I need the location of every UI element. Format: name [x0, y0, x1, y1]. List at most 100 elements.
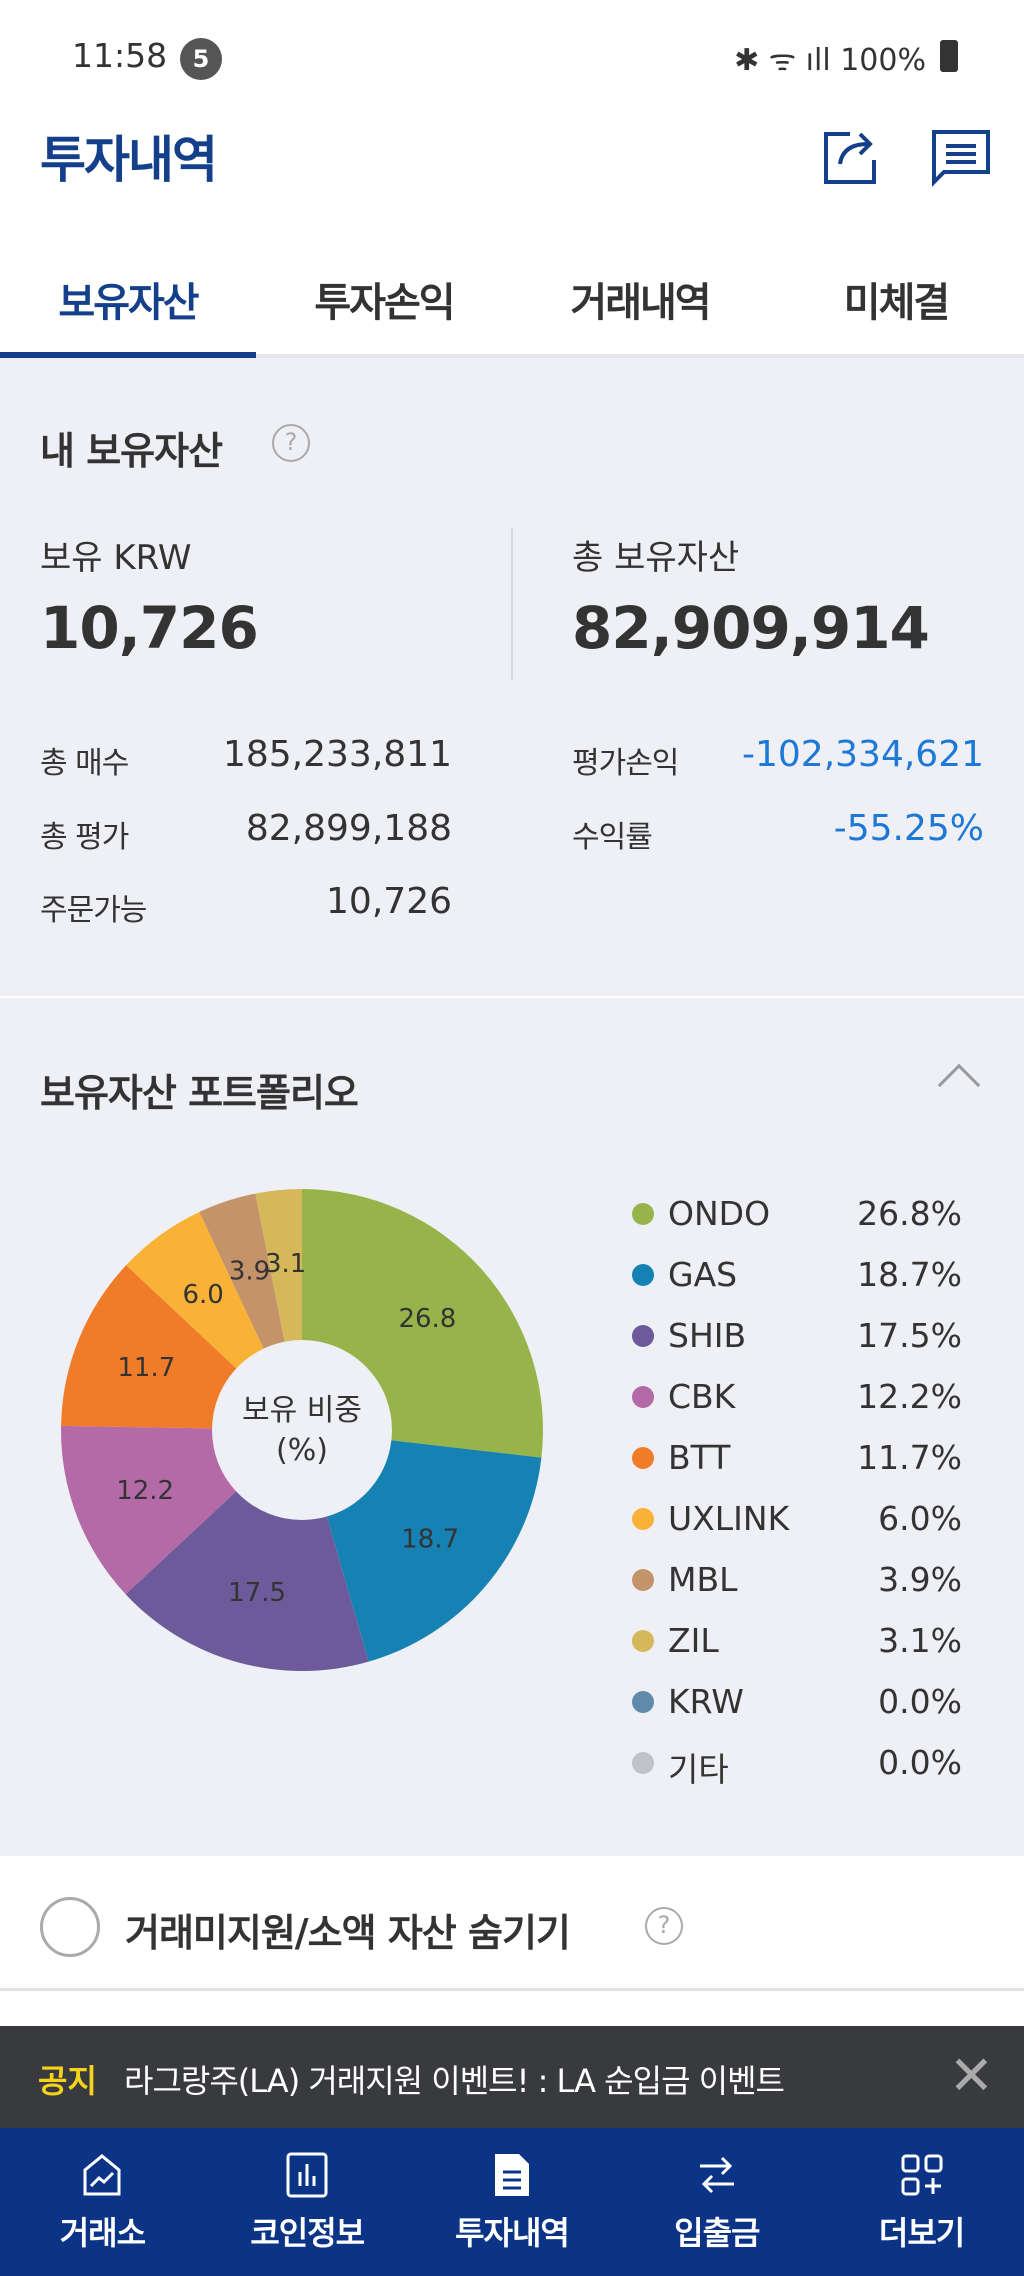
- legend-item: GAS 18.7%: [632, 1251, 962, 1301]
- status-icons: ✱ ᯤ ıll 100%: [734, 38, 926, 79]
- slice-label: 11.7: [117, 1353, 175, 1383]
- slice-label: 26.8: [398, 1304, 456, 1334]
- notice-banner[interactable]: 공지 라그랑주(LA) 거래지원 이벤트! : LA 순입금 이벤트 ✕: [0, 2026, 1024, 2128]
- legend-dot-icon: [632, 1386, 654, 1408]
- nav-label: 투자내역: [455, 2214, 570, 2252]
- notice-text[interactable]: 라그랑주(LA) 거래지원 이벤트! : LA 순입금 이벤트: [124, 2062, 785, 2100]
- legend-dot-icon: [632, 1447, 654, 1469]
- total-eval-label: 총 평가: [40, 820, 129, 855]
- legend-dot-icon: [632, 1691, 654, 1713]
- krw-value: 10,726: [40, 594, 259, 662]
- notice-tag: 공지: [38, 2062, 97, 2100]
- center-label-unit: (%): [276, 1433, 328, 1468]
- share-icon[interactable]: [820, 124, 884, 188]
- legend-item: CBK 12.2%: [632, 1373, 962, 1423]
- nav-exchange[interactable]: 거래소: [0, 2128, 205, 2276]
- legend-dot-icon: [632, 1752, 654, 1774]
- legend-name: MBL: [668, 1560, 738, 1599]
- center-label: 보유 비중: [242, 1393, 362, 1428]
- close-icon[interactable]: ✕: [948, 2044, 994, 2107]
- legend-value: 18.7%: [857, 1255, 962, 1294]
- slice-label: 3.1: [265, 1249, 306, 1279]
- legend-dot-icon: [632, 1508, 654, 1530]
- section-divider: [0, 996, 1024, 998]
- active-tab-indicator: [0, 352, 256, 358]
- legend-value: 3.1%: [878, 1621, 962, 1660]
- legend-dot-icon: [632, 1569, 654, 1591]
- legend-dot-icon: [632, 1630, 654, 1652]
- nav-more[interactable]: 더보기: [819, 2128, 1024, 2276]
- total-eval-value: 82,899,188: [245, 808, 452, 849]
- legend-value: 11.7%: [857, 1438, 962, 1477]
- legend-value: 6.0%: [878, 1499, 962, 1538]
- orderable-label: 주문가능: [40, 893, 147, 928]
- nav-investments[interactable]: 투자내역: [410, 2128, 615, 2276]
- legend-value: 0.0%: [878, 1682, 962, 1721]
- help-icon[interactable]: ?: [645, 1907, 683, 1945]
- legend-name: CBK: [668, 1377, 736, 1416]
- battery-icon: [940, 40, 958, 72]
- legend-item: SHIB 17.5%: [632, 1312, 962, 1362]
- slice-label: 3.9: [229, 1256, 270, 1286]
- orderable-value: 10,726: [326, 881, 452, 922]
- tab-profit-loss[interactable]: 투자손익: [314, 280, 455, 326]
- portfolio-donut-chart: 26.8 18.7 17.5 12.2 11.7 6.03.93.1 보유 비중 (%): [60, 1189, 543, 1671]
- hide-small-assets-label[interactable]: 거래미지원/소액 자산 숨기기: [125, 1911, 571, 1955]
- legend-item: MBL 3.9%: [632, 1556, 962, 1606]
- page-title: 투자내역: [40, 131, 218, 189]
- legend-name: UXLINK: [668, 1499, 790, 1538]
- legend-value: 17.5%: [857, 1316, 962, 1355]
- bottom-navigation: 거래소 코인정보 투자내역 입출금 더보기: [0, 2128, 1024, 2276]
- legend-value: 3.9%: [878, 1560, 962, 1599]
- tab-bar: 보유자산 투자손익 거래내역 미체결: [0, 240, 1024, 358]
- portfolio-section: 보유자산 포트폴리오 26.8 18.7 17.5 12.2 11.7 6.0 3.9 3.1…: [0, 998, 1024, 1856]
- legend-dot-icon: [632, 1264, 654, 1286]
- legend-name: GAS: [668, 1255, 738, 1294]
- legend-value: 12.2%: [857, 1377, 962, 1416]
- battery-percent: 100%: [840, 43, 926, 78]
- total-assets-label: 총 보유자산: [572, 538, 740, 578]
- tab-transactions[interactable]: 거래내역: [570, 280, 711, 326]
- nav-deposit-withdraw[interactable]: 입출금: [614, 2128, 819, 2276]
- hide-small-assets-radio[interactable]: [40, 1897, 100, 1957]
- exchange-chart-icon: [83, 2154, 121, 2196]
- summary-heading: 내 보유자산: [40, 429, 223, 473]
- legend-dot-icon: [632, 1203, 654, 1225]
- tab-holdings[interactable]: 보유자산: [58, 280, 199, 326]
- nav-label: 거래소: [59, 2214, 146, 2252]
- legend-item: ZIL 3.1%: [632, 1617, 962, 1667]
- help-icon[interactable]: ?: [272, 424, 310, 462]
- slice-label: 18.7: [401, 1525, 459, 1555]
- slice-label: 17.5: [228, 1578, 286, 1608]
- vertical-divider: [511, 528, 513, 680]
- legend-name: BTT: [668, 1438, 731, 1477]
- total-buy-value: 185,233,811: [222, 734, 452, 775]
- unrealized-pl-label: 평가손익: [572, 746, 679, 781]
- donut-hole: [212, 1340, 392, 1520]
- legend-name: KRW: [668, 1682, 744, 1721]
- divider: [0, 1988, 1024, 1991]
- nav-label: 입출금: [674, 2214, 760, 2252]
- tab-open-orders[interactable]: 미체결: [843, 280, 950, 326]
- message-icon[interactable]: [928, 124, 992, 188]
- legend-item: ONDO 26.8%: [632, 1190, 962, 1240]
- status-time: 11:58: [72, 36, 168, 75]
- total-buy-label: 총 매수: [40, 746, 129, 781]
- krw-label: 보유 KRW: [40, 538, 192, 578]
- legend-name: ZIL: [668, 1621, 719, 1660]
- nav-coin-info[interactable]: 코인정보: [205, 2128, 410, 2276]
- slice-label: 6.0: [182, 1280, 223, 1310]
- legend-item: BTT 11.7%: [632, 1434, 962, 1484]
- return-rate-value: -55.25%: [833, 808, 984, 849]
- portfolio-heading: 보유자산 포트폴리오: [40, 1071, 359, 1115]
- legend-name: 기타: [668, 1750, 729, 1789]
- legend-dot-icon: [632, 1325, 654, 1347]
- notification-count-badge: 5: [180, 38, 222, 80]
- transfer-arrows-icon: [699, 2156, 734, 2194]
- legend-item: UXLINK 6.0%: [632, 1495, 962, 1545]
- legend-name: ONDO: [668, 1194, 771, 1233]
- bar-chart-icon: [286, 2152, 328, 2198]
- legend-item: KRW 0.0%: [632, 1678, 962, 1728]
- nav-label: 코인정보: [250, 2214, 365, 2252]
- legend-item: 기타 0.0%: [632, 1739, 962, 1789]
